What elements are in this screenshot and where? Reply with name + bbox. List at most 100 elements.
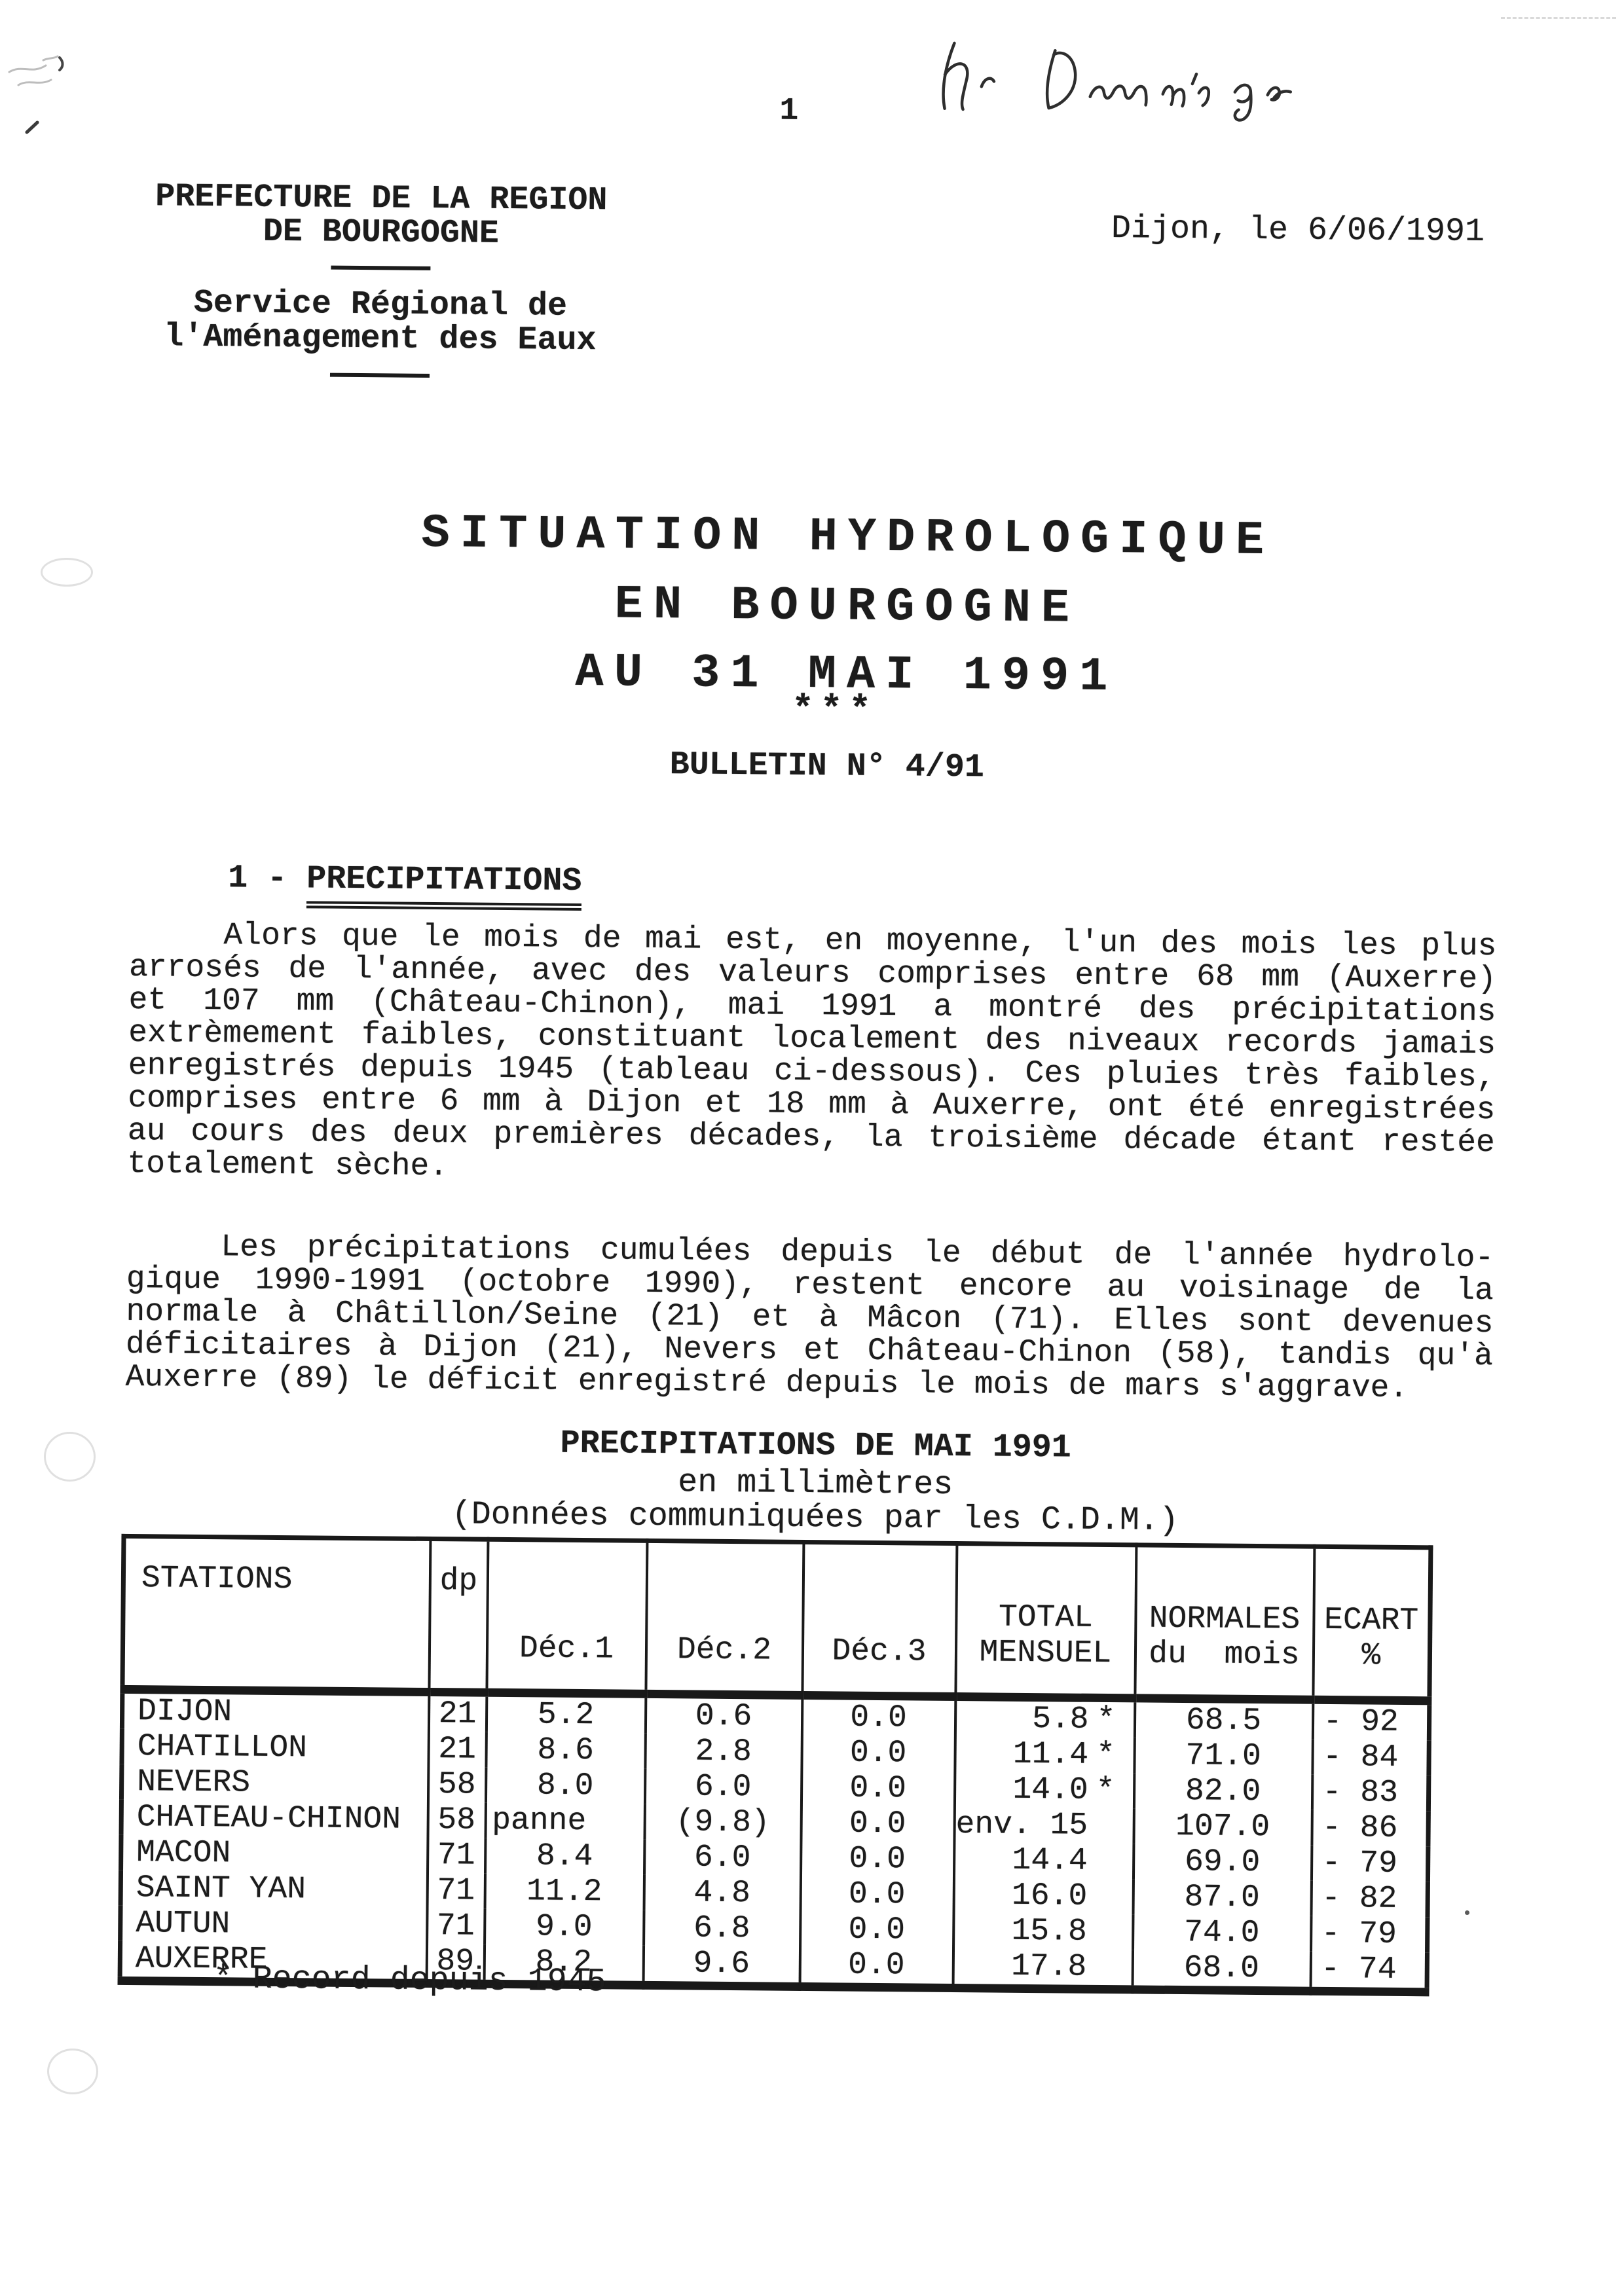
dp-cell: 21 <box>428 1692 487 1732</box>
column-header-dec2: Déc.2 <box>645 1540 803 1696</box>
dec1-cell: 5.2 <box>486 1692 646 1734</box>
record-marker: * <box>1096 1772 1115 1809</box>
dec1-cell: 8.6 <box>485 1732 646 1769</box>
dp-cell: 58 <box>428 1766 486 1803</box>
dec3-cell: 0.0 <box>800 1840 954 1878</box>
ink-tick-mark <box>25 120 39 134</box>
column-header-stations: STATIONS <box>122 1536 430 1692</box>
station-cell: NEVERS <box>121 1764 428 1802</box>
station-cell: CHATILLON <box>121 1728 429 1767</box>
dec3-cell: 0.0 <box>800 1805 955 1843</box>
station-cell: AUTUN <box>120 1905 428 1944</box>
ecart-cell: - 84 <box>1312 1739 1430 1776</box>
total-cell: 17.8 <box>953 1948 1133 1990</box>
column-header-total-mensuel: TOTAL MENSUEL <box>955 1543 1136 1698</box>
dec2-cell: 6.0 <box>644 1768 802 1806</box>
column-header-ecart: ECART % <box>1312 1546 1431 1701</box>
station-cell: DIJON <box>122 1689 429 1732</box>
dec2-cell: (9.8) <box>644 1804 802 1841</box>
total-cell: 15.8 <box>953 1912 1133 1950</box>
letterhead-rule <box>331 265 431 270</box>
total-cell: 5.8 * <box>955 1696 1135 1738</box>
table-header-row: STATIONS dp Déc.1 Déc.2 Déc.3 TOTAL MENS… <box>122 1536 1431 1701</box>
ecart-cell: - 74 <box>1310 1951 1428 1992</box>
ecart-cell: - 79 <box>1310 1916 1428 1953</box>
record-marker <box>1088 1861 1132 1862</box>
dp-cell: 71 <box>427 1837 485 1874</box>
handwritten-annotation <box>942 41 1293 122</box>
document-title-line1: SITUATION HYDROLOGIQUE <box>421 506 1275 568</box>
dp-cell: 71 <box>427 1872 485 1909</box>
station-cell: MACON <box>120 1834 428 1873</box>
total-cell: 11.4 * <box>954 1736 1135 1774</box>
letterhead-service-line2: l'Aménagement des Eaux <box>164 318 597 360</box>
column-header-dec1: Déc.1 <box>486 1539 647 1694</box>
column-header-normales: NORMALES du mois <box>1134 1544 1314 1700</box>
dateline: Dijon, le 6/06/1991 <box>1111 210 1485 251</box>
normales-cell: 82.0 <box>1134 1773 1312 1810</box>
letterhead-org-line2: DE BOURGOGNE <box>263 213 500 253</box>
dec2-cell: 6.0 <box>644 1839 801 1876</box>
dec2-cell: 0.6 <box>645 1694 802 1735</box>
dec1-cell: 8.4 <box>485 1838 644 1875</box>
column-header-dp: dp <box>428 1539 488 1693</box>
dec3-cell: 0.0 <box>801 1770 955 1808</box>
dec1-cell: panne <box>485 1802 645 1840</box>
normales-cell: 71.0 <box>1134 1738 1313 1775</box>
normales-cell: 74.0 <box>1132 1914 1311 1952</box>
pencil-scribble <box>8 55 59 86</box>
station-cell: CHATEAU-CHINON <box>121 1799 428 1838</box>
hole-punch-mark <box>44 1432 96 1482</box>
dec1-cell: 11.2 <box>485 1873 644 1910</box>
normales-cell: 69.0 <box>1133 1844 1312 1881</box>
ecart-cell: - 92 <box>1312 1700 1430 1741</box>
ecart-cell: - 83 <box>1312 1774 1429 1812</box>
dp-cell: 21 <box>428 1731 487 1768</box>
dec2-cell: 4.8 <box>644 1874 801 1912</box>
document-title-line2: EN BOURGOGNE <box>614 577 1080 636</box>
dp-cell: 71 <box>426 1908 485 1944</box>
dec1-cell: 9.0 <box>484 1908 644 1946</box>
precipitation-table: STATIONS dp Déc.1 Déc.2 Déc.3 TOTAL MENS… <box>117 1533 1433 1997</box>
dec3-cell: 0.0 <box>800 1946 953 1988</box>
scan-edge-artifact <box>1501 17 1616 19</box>
paragraph-precipitations: Alors que le mois de mai est, en moyenne… <box>127 918 1496 1192</box>
letterhead-org-line1: PREFECTURE DE LA REGION <box>155 178 608 220</box>
ink-speck <box>1465 1910 1469 1915</box>
dec2-cell: 6.8 <box>643 1910 801 1947</box>
column-header-dec3: Déc.3 <box>802 1542 957 1697</box>
hole-punch-mark <box>41 558 93 587</box>
ink-hook-mark <box>58 56 64 71</box>
total-cell: 16.0 <box>953 1877 1134 1915</box>
letterhead: PREFECTURE DE LA REGION DE BOURGOGNE Ser… <box>115 178 647 380</box>
dec3-cell: 0.0 <box>801 1734 955 1772</box>
record-marker <box>1087 1932 1132 1933</box>
section-heading-text: PRECIPITATIONS <box>306 860 582 911</box>
dec2-cell: 2.8 <box>644 1733 802 1770</box>
section-heading: 1 - PRECIPITATIONS <box>228 860 582 911</box>
dp-cell: 58 <box>427 1802 486 1838</box>
ecart-cell: - 82 <box>1310 1880 1428 1918</box>
normales-cell: 68.5 <box>1134 1698 1313 1740</box>
record-marker: * <box>1096 1737 1116 1774</box>
normales-cell: 107.0 <box>1133 1808 1312 1846</box>
ecart-cell: - 86 <box>1311 1810 1429 1847</box>
record-marker: * <box>1096 1702 1116 1738</box>
table-footnote: * Record depuis 1945 <box>213 1960 606 2001</box>
bulletin-number: BULLETIN N° 4/91 <box>669 746 985 787</box>
total-cell: 14.0 * <box>954 1772 1134 1809</box>
dec3-cell: 0.0 <box>802 1695 955 1737</box>
dec2-cell: 9.6 <box>643 1945 800 1987</box>
normales-cell: 68.0 <box>1132 1950 1311 1992</box>
letterhead-rule <box>329 373 430 378</box>
paragraph-cumul: Les précipitations cumulées depuis le dé… <box>125 1230 1494 1406</box>
record-marker <box>1088 1826 1132 1827</box>
ecart-cell: - 79 <box>1311 1845 1428 1882</box>
dec3-cell: 0.0 <box>800 1876 954 1913</box>
hole-punch-mark <box>47 2049 98 2094</box>
total-cell: 14.4 <box>953 1842 1134 1880</box>
page-number: 1 <box>779 93 799 129</box>
dec3-cell: 0.0 <box>800 1911 954 1948</box>
